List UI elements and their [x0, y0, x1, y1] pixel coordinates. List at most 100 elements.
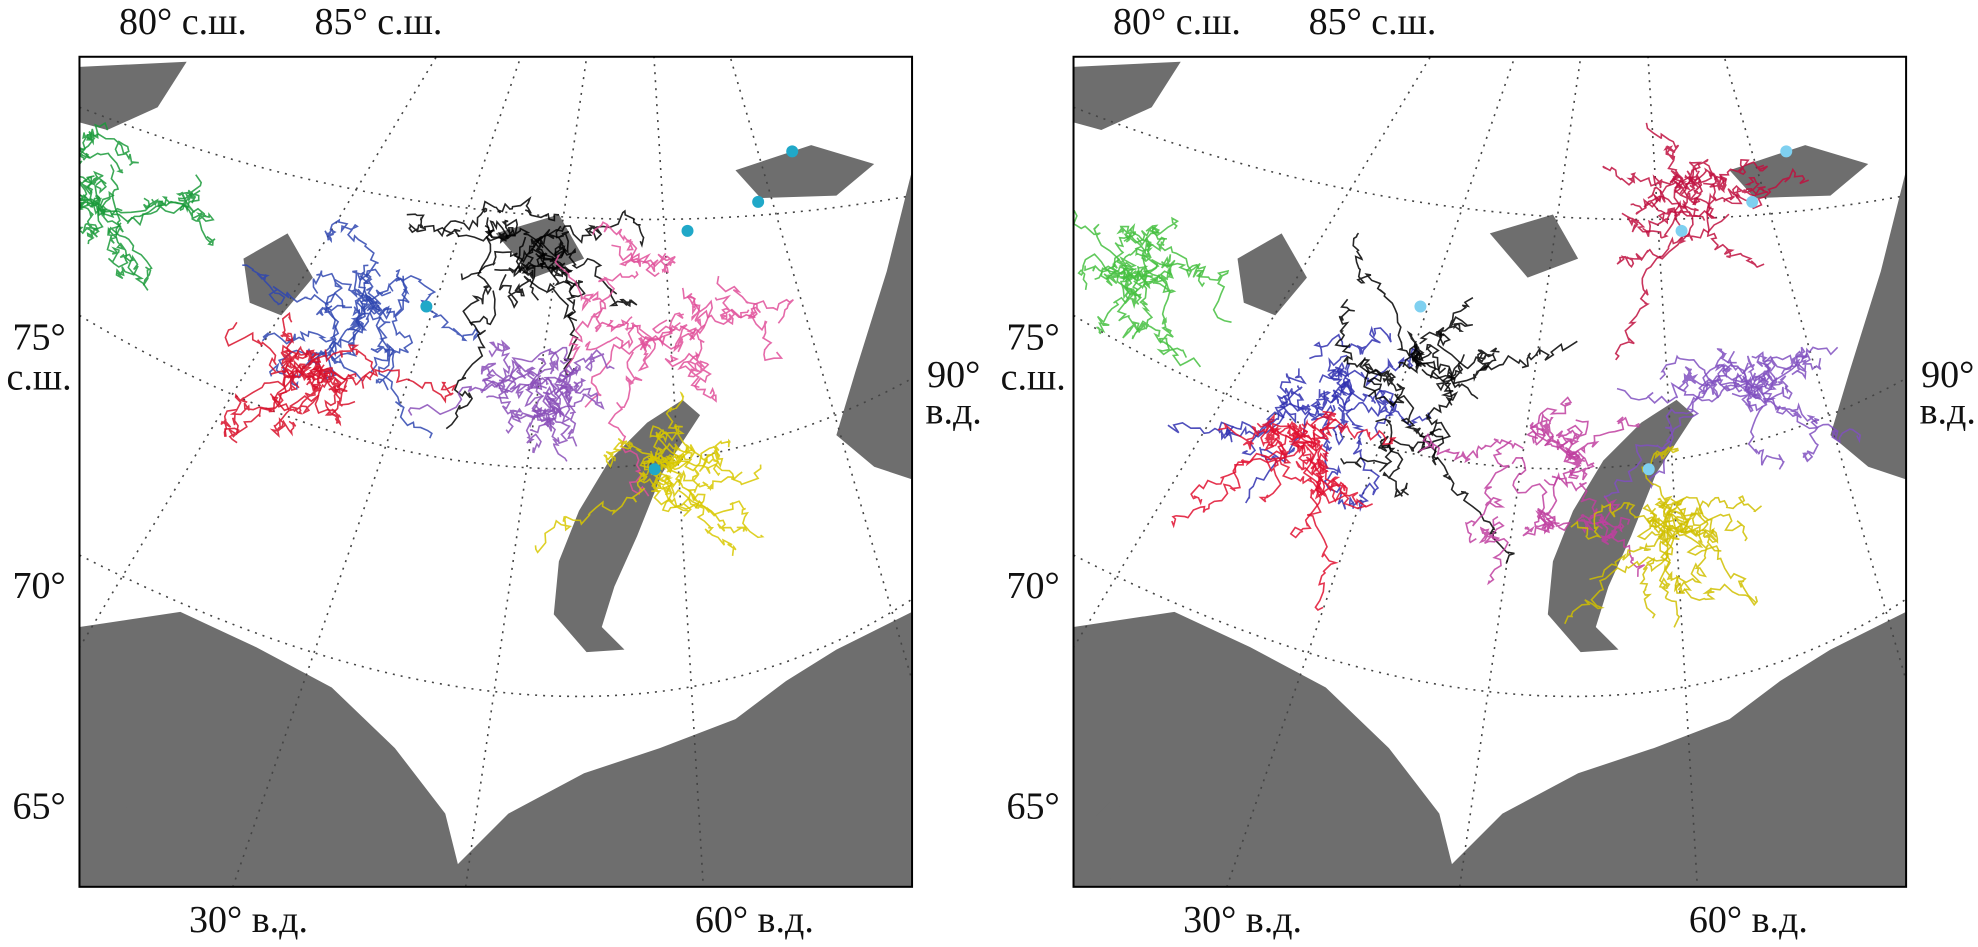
track: [1245, 390, 1326, 504]
track: [445, 290, 497, 430]
track: [1421, 340, 1578, 385]
track: [498, 274, 578, 322]
map-panel: [1072, 55, 1908, 888]
track: [1723, 176, 1769, 203]
track: [650, 452, 743, 481]
track: [1654, 496, 1748, 542]
track: [304, 344, 375, 389]
track: [1149, 254, 1176, 293]
track: [1301, 418, 1367, 510]
track: [592, 221, 660, 278]
land: [1489, 214, 1579, 278]
track: [1171, 444, 1300, 529]
track: [668, 287, 714, 353]
track: [655, 425, 696, 466]
track: [1643, 185, 1687, 230]
map-panel: [78, 55, 914, 888]
track: [375, 275, 414, 391]
track: [716, 275, 784, 362]
track: [1556, 419, 1589, 461]
track: [1167, 402, 1305, 441]
land: [1547, 399, 1695, 653]
track: [305, 364, 348, 395]
track: [269, 384, 322, 415]
track: [1679, 495, 1763, 538]
track: [1410, 347, 1459, 406]
track: [607, 351, 650, 497]
track: [1103, 247, 1153, 287]
track: [269, 374, 300, 438]
coordinate-label: 90°: [927, 354, 980, 396]
coordinate-label: 70°: [13, 565, 66, 607]
station: [420, 300, 433, 313]
land: [1237, 233, 1307, 316]
track: [1597, 495, 1646, 577]
station: [648, 463, 661, 476]
track: [1673, 522, 1710, 595]
track: [525, 383, 575, 454]
track: [1701, 348, 1737, 399]
track: [1330, 362, 1356, 406]
track: [1575, 513, 1631, 540]
track: [1522, 507, 1560, 537]
track: [1123, 228, 1205, 288]
track: [1661, 501, 1722, 552]
track: [268, 304, 366, 377]
track: [488, 339, 544, 398]
track: [1274, 437, 1373, 508]
coordinate-label: 75°: [1007, 316, 1060, 358]
track: [484, 218, 544, 249]
track: [406, 213, 516, 242]
track: [536, 209, 645, 248]
track: [714, 294, 794, 324]
track: [480, 358, 547, 389]
land: [1830, 170, 1907, 480]
track: [1297, 444, 1339, 611]
land: [1073, 801, 1150, 884]
track: [1096, 280, 1142, 335]
coordinate-label: 70°: [1007, 565, 1060, 607]
track: [664, 351, 717, 403]
coordinate-label: в.д.: [1920, 391, 1976, 433]
track: [1621, 203, 1706, 233]
track: [1256, 413, 1279, 452]
station: [786, 145, 799, 158]
track: [228, 364, 304, 444]
coordinate-label: 80° с.ш.: [119, 1, 247, 43]
map-frame: [78, 55, 914, 888]
track: [79, 131, 139, 166]
track: [280, 311, 320, 362]
track: [1630, 161, 1703, 215]
meridian-line: [1226, 56, 1516, 887]
track: [79, 121, 124, 174]
track: [126, 174, 203, 227]
track: [686, 292, 750, 328]
track: [651, 465, 737, 556]
track: [261, 304, 346, 345]
latitude-line: [79, 314, 913, 470]
track: [79, 190, 115, 218]
track: [564, 271, 639, 374]
track: [437, 196, 560, 238]
track: [1478, 515, 1509, 586]
track: [1645, 122, 1684, 184]
land: [243, 233, 313, 316]
track: [324, 218, 381, 278]
land: [1073, 61, 1181, 130]
track: [347, 298, 381, 331]
track: [142, 198, 216, 246]
track: [79, 193, 151, 217]
land: [553, 399, 701, 653]
track: [638, 467, 704, 510]
track: [1703, 182, 1765, 269]
track: [110, 164, 139, 280]
coordinate-label: 65°: [1007, 786, 1060, 828]
track: [280, 344, 317, 382]
track: [1334, 298, 1382, 377]
track: [1408, 343, 1479, 400]
track: [1116, 216, 1180, 244]
track: [670, 464, 762, 492]
track: [554, 254, 633, 333]
track: [1603, 374, 1742, 499]
track: [529, 376, 561, 422]
